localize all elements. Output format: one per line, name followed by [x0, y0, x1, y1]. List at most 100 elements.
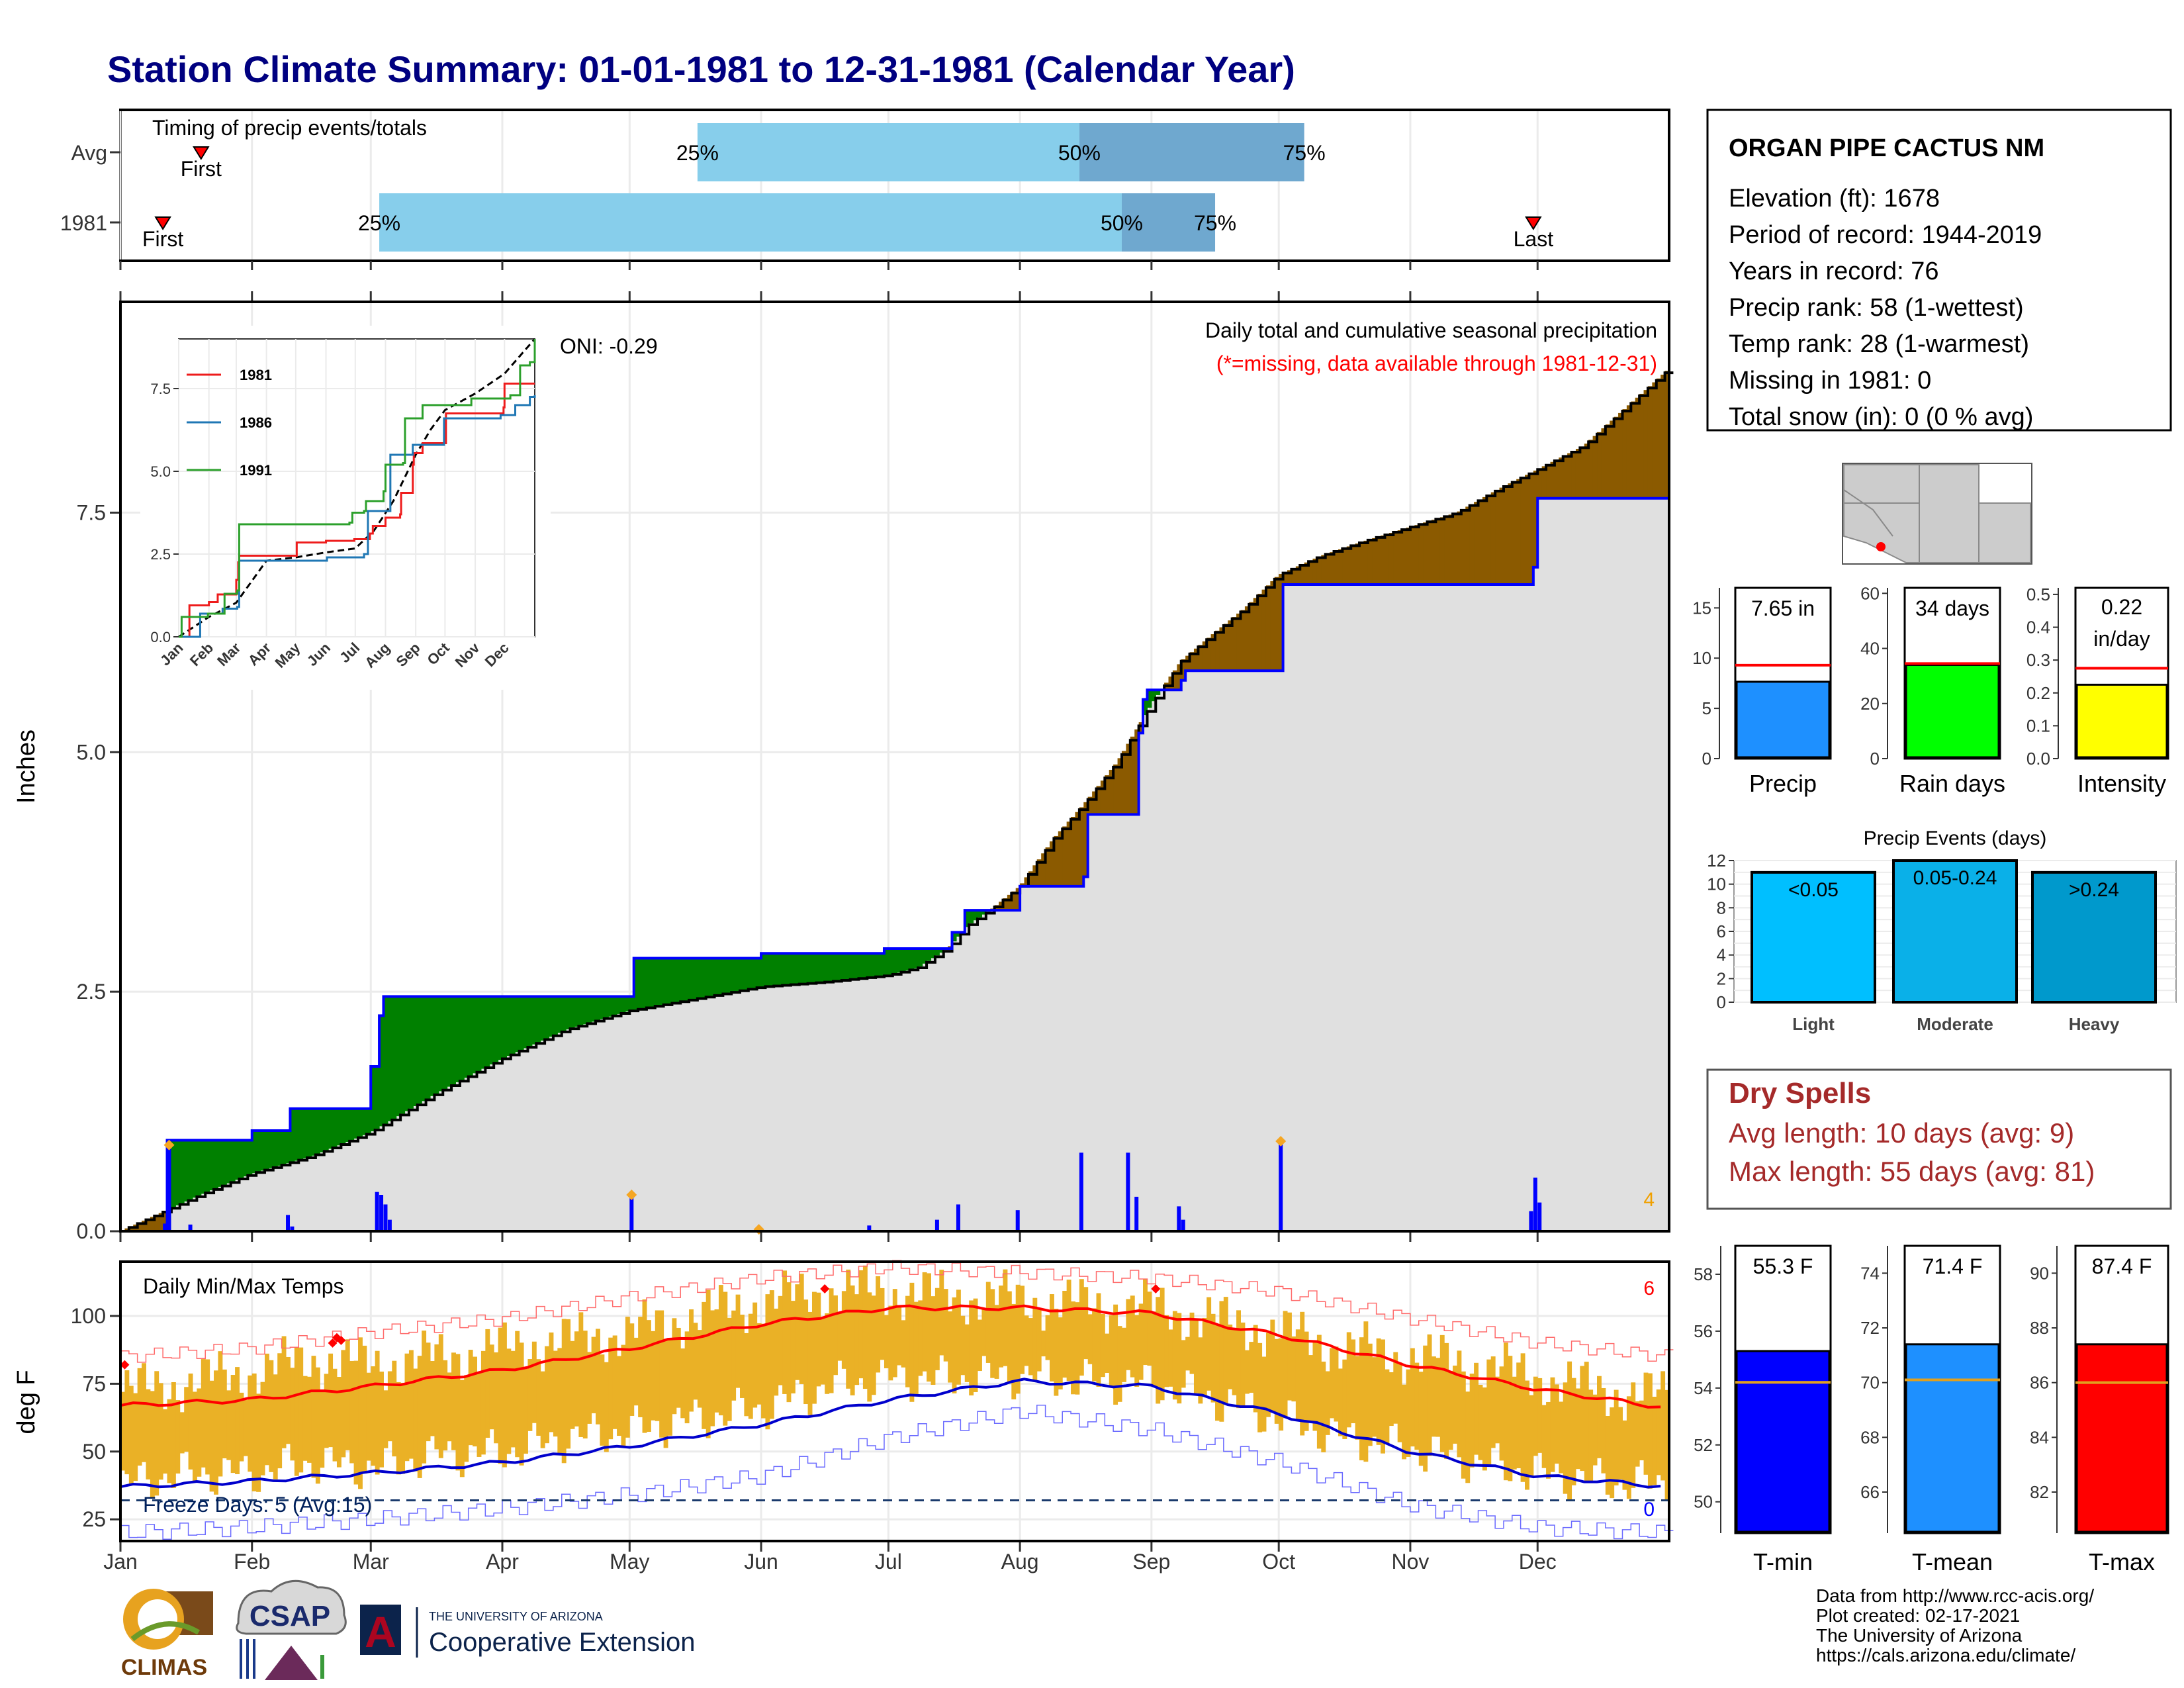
daily-temp-range-bar: [1270, 1319, 1275, 1413]
surplus-band: [1156, 690, 1161, 695]
surplus-band: [964, 910, 970, 927]
precip-bar-ytick-label: 5: [1702, 698, 1711, 718]
intensity-bar-value-label: 0.22: [2101, 595, 2142, 619]
daily-temp-range-bar: [557, 1348, 563, 1455]
deficit-band: [1656, 378, 1661, 498]
deficit-band: [1418, 524, 1424, 585]
inset-ytick-label: 0.0: [150, 629, 171, 645]
daily-temp-range-bar: [179, 1412, 185, 1454]
surplus-band: [672, 958, 677, 1003]
record-temp-marker: [1151, 1284, 1161, 1293]
daily-temp-range-bar: [1007, 1291, 1012, 1383]
surplus-band: [489, 996, 494, 1064]
daily-temp-range-bar: [1643, 1372, 1649, 1475]
deficit-band: [1087, 796, 1093, 815]
surplus-band: [591, 996, 596, 1022]
daily-temp-range-bar: [506, 1348, 512, 1454]
intensity-bar-ytick-label: 0.5: [2026, 585, 2050, 604]
surplus-band: [480, 996, 486, 1069]
surplus-band: [825, 953, 830, 982]
daily-temp-range-bar: [990, 1289, 995, 1378]
temp-right-top-count: 6: [1643, 1278, 1655, 1299]
timing-bar-50-75: [1121, 193, 1216, 252]
daily-temp-range-bar: [1083, 1287, 1089, 1360]
deficit-band: [1643, 390, 1649, 498]
daily-temp-range-bar: [239, 1392, 244, 1462]
daily-temp-range-bar: [1015, 1284, 1021, 1394]
surplus-band: [646, 958, 651, 1008]
deficit-band: [1631, 401, 1636, 498]
daily-temp-range-bar: [281, 1336, 287, 1448]
daily-temp-range-bar: [1435, 1358, 1441, 1437]
tmin-bar-ytick-label: 50: [1694, 1492, 1713, 1512]
surplus-band: [642, 958, 647, 1009]
deficit-band: [1359, 541, 1365, 585]
deficit-band: [1279, 574, 1284, 671]
intensity-bar-ytick-label: 0.4: [2026, 618, 2050, 637]
daily-temp-range-bar: [1346, 1332, 1351, 1428]
daily-temp-range-bar: [999, 1286, 1003, 1368]
daily-temp-range-bar: [1381, 1339, 1385, 1454]
daily-temp-range-bar: [668, 1339, 672, 1436]
daily-temp-range-bar: [981, 1309, 987, 1356]
deficit-band: [1316, 557, 1322, 585]
surplus-band: [553, 996, 558, 1035]
deficit-band: [1346, 546, 1351, 585]
surplus-band: [1147, 690, 1152, 708]
deficit-band: [1610, 420, 1615, 498]
daily-temp-range-bar: [655, 1310, 660, 1421]
daily-temp-range-bar: [1126, 1299, 1131, 1370]
surplus-band: [468, 996, 473, 1076]
daily-precip-bar: [1537, 1202, 1542, 1231]
precip-events-title: Precip Events (days): [1864, 827, 2047, 849]
precip-ytick-label: 5.0: [77, 740, 106, 764]
daily-temp-range-bar: [1656, 1389, 1661, 1476]
intensity-bar-ytick-label: 0.2: [2026, 683, 2050, 703]
daily-temp-range-bar: [248, 1375, 253, 1472]
surplus-band: [680, 958, 686, 1002]
surplus-band: [774, 953, 779, 986]
month-label: Sep: [1132, 1550, 1170, 1573]
daily-temp-range-bar: [718, 1285, 723, 1416]
daily-temp-range-bar: [769, 1290, 774, 1419]
daily-temp-range-bar: [298, 1347, 304, 1473]
precip-bar-value-bar: [1735, 680, 1831, 759]
deficit-band: [1571, 451, 1576, 498]
last-event-label: Last: [1514, 227, 1554, 251]
surplus-band: [175, 1140, 181, 1205]
tmean-bar-label: T-mean: [1912, 1548, 1993, 1575]
surplus-band: [515, 996, 520, 1053]
timing-p25-label: 25%: [358, 211, 400, 235]
deficit-band: [1342, 547, 1347, 585]
daily-temp-range-bar: [1664, 1389, 1670, 1500]
dry-spells-max: Max length: 55 days (avg: 81): [1729, 1156, 2095, 1187]
daily-precip-bar: [286, 1215, 291, 1231]
inset-series-line-1986: [179, 395, 536, 638]
deficit-band: [1546, 464, 1551, 498]
deficit-band: [1363, 540, 1369, 585]
ua-logo-small-text: THE UNIVERSITY OF ARIZONA: [429, 1610, 603, 1623]
daily-precip-bar: [1177, 1206, 1181, 1231]
surplus-band: [600, 996, 605, 1019]
surplus-band: [557, 996, 563, 1033]
deficit-band: [1580, 446, 1585, 498]
surplus-band: [447, 996, 452, 1087]
deficit-band: [1036, 859, 1042, 886]
surplus-band: [1143, 699, 1148, 716]
surplus-band: [748, 958, 753, 989]
surplus-band: [400, 996, 406, 1114]
surplus-band: [311, 1108, 316, 1156]
deficit-band: [1261, 589, 1267, 671]
daily-temp-range-bar: [230, 1375, 236, 1474]
surplus-band: [256, 1131, 261, 1172]
avg-min-temp-line: [120, 1378, 1661, 1489]
temp-ytick-label: 50: [82, 1440, 106, 1464]
daily-temp-range-bar: [120, 1391, 125, 1471]
daily-temp-range-bar: [862, 1265, 868, 1389]
daily-temp-range-bar: [1156, 1297, 1161, 1404]
surplus-band: [230, 1140, 236, 1182]
surplus-band: [735, 958, 741, 992]
daily-temp-range-bar: [1652, 1397, 1657, 1485]
surplus-band: [459, 996, 465, 1080]
deficit-band: [1185, 655, 1191, 671]
